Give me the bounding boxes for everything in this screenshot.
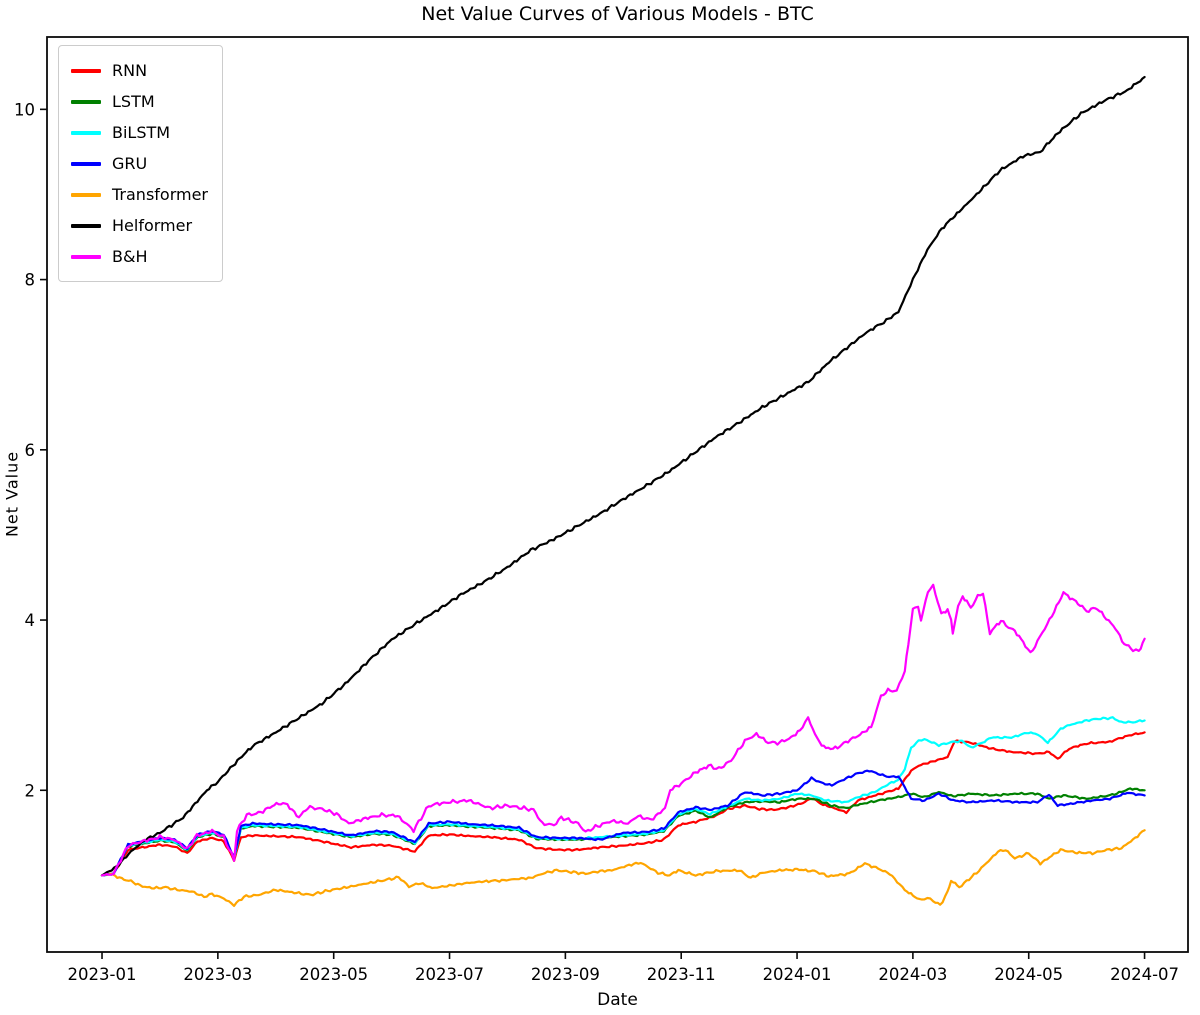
legend-item-transformer: Transformer — [71, 179, 208, 210]
series-line-helformer — [100, 75, 1146, 877]
legend-item-gru: GRU — [71, 148, 208, 179]
legend-swatch-gru — [71, 161, 101, 166]
axes-frame — [46, 36, 1189, 953]
x-axis-label: Date — [597, 990, 638, 1010]
y-tick-label: 6 — [25, 441, 36, 460]
legend-label-bilstm: BiLSTM — [112, 122, 171, 142]
series-line-transformer — [100, 829, 1146, 907]
series-lines — [100, 75, 1146, 907]
y-tick-label: 4 — [25, 611, 36, 630]
chart-title: Net Value Curves of Various Models - BTC — [421, 3, 814, 25]
series-line-bilstm — [100, 716, 1146, 877]
legend-swatch-rnn — [71, 68, 101, 73]
y-tick-label: 2 — [25, 781, 36, 800]
legend-swatch-helformer — [71, 223, 101, 228]
legend-label-transformer: Transformer — [112, 184, 209, 204]
legend-item-rnn: RNN — [71, 55, 208, 86]
legend-item-lstm: LSTM — [71, 86, 208, 117]
legend-swatch-lstm — [71, 99, 101, 104]
x-tick-label: 2023-09 — [531, 965, 600, 984]
legend-label-lstm: LSTM — [112, 91, 155, 111]
legend-swatch-bilstm — [71, 130, 101, 135]
legend-label-helformer: Helformer — [112, 215, 193, 235]
legend-label-b-h: B&H — [112, 246, 148, 266]
legend-item-helformer: Helformer — [71, 210, 208, 241]
y-tick-label: 10 — [14, 100, 35, 119]
legend-label-gru: GRU — [112, 153, 148, 173]
axis-ticks: 2023-01 2023-03 2023-05 2023-07 2023-09 2023-… — [14, 100, 1179, 984]
x-tick-label: 2024-07 — [1110, 965, 1179, 984]
x-tick-label: 2023-01 — [68, 965, 137, 984]
x-tick-label: 2023-11 — [647, 965, 716, 984]
series-line-b-h — [100, 583, 1146, 877]
x-tick-label: 2024-05 — [994, 965, 1063, 984]
legend: RNN LSTM BiLSTM GRU Transformer Helformer B&H — [58, 45, 224, 282]
x-tick-label: 2024-03 — [878, 965, 947, 984]
legend-swatch-transformer — [71, 192, 101, 197]
legend-item-b-h: B&H — [71, 241, 208, 272]
x-tick-label: 2023-05 — [299, 965, 368, 984]
x-tick-label: 2023-03 — [183, 965, 252, 984]
series-line-gru — [100, 769, 1146, 877]
y-axis-label: Net Value — [2, 450, 22, 538]
x-tick-label: 2023-07 — [415, 965, 484, 984]
series-line-rnn — [100, 731, 1146, 877]
legend-label-rnn: RNN — [112, 60, 148, 80]
legend-item-bilstm: BiLSTM — [71, 117, 208, 148]
y-tick-label: 8 — [25, 271, 36, 290]
x-tick-label: 2024-01 — [763, 965, 832, 984]
legend-swatch-b-h — [71, 254, 101, 259]
